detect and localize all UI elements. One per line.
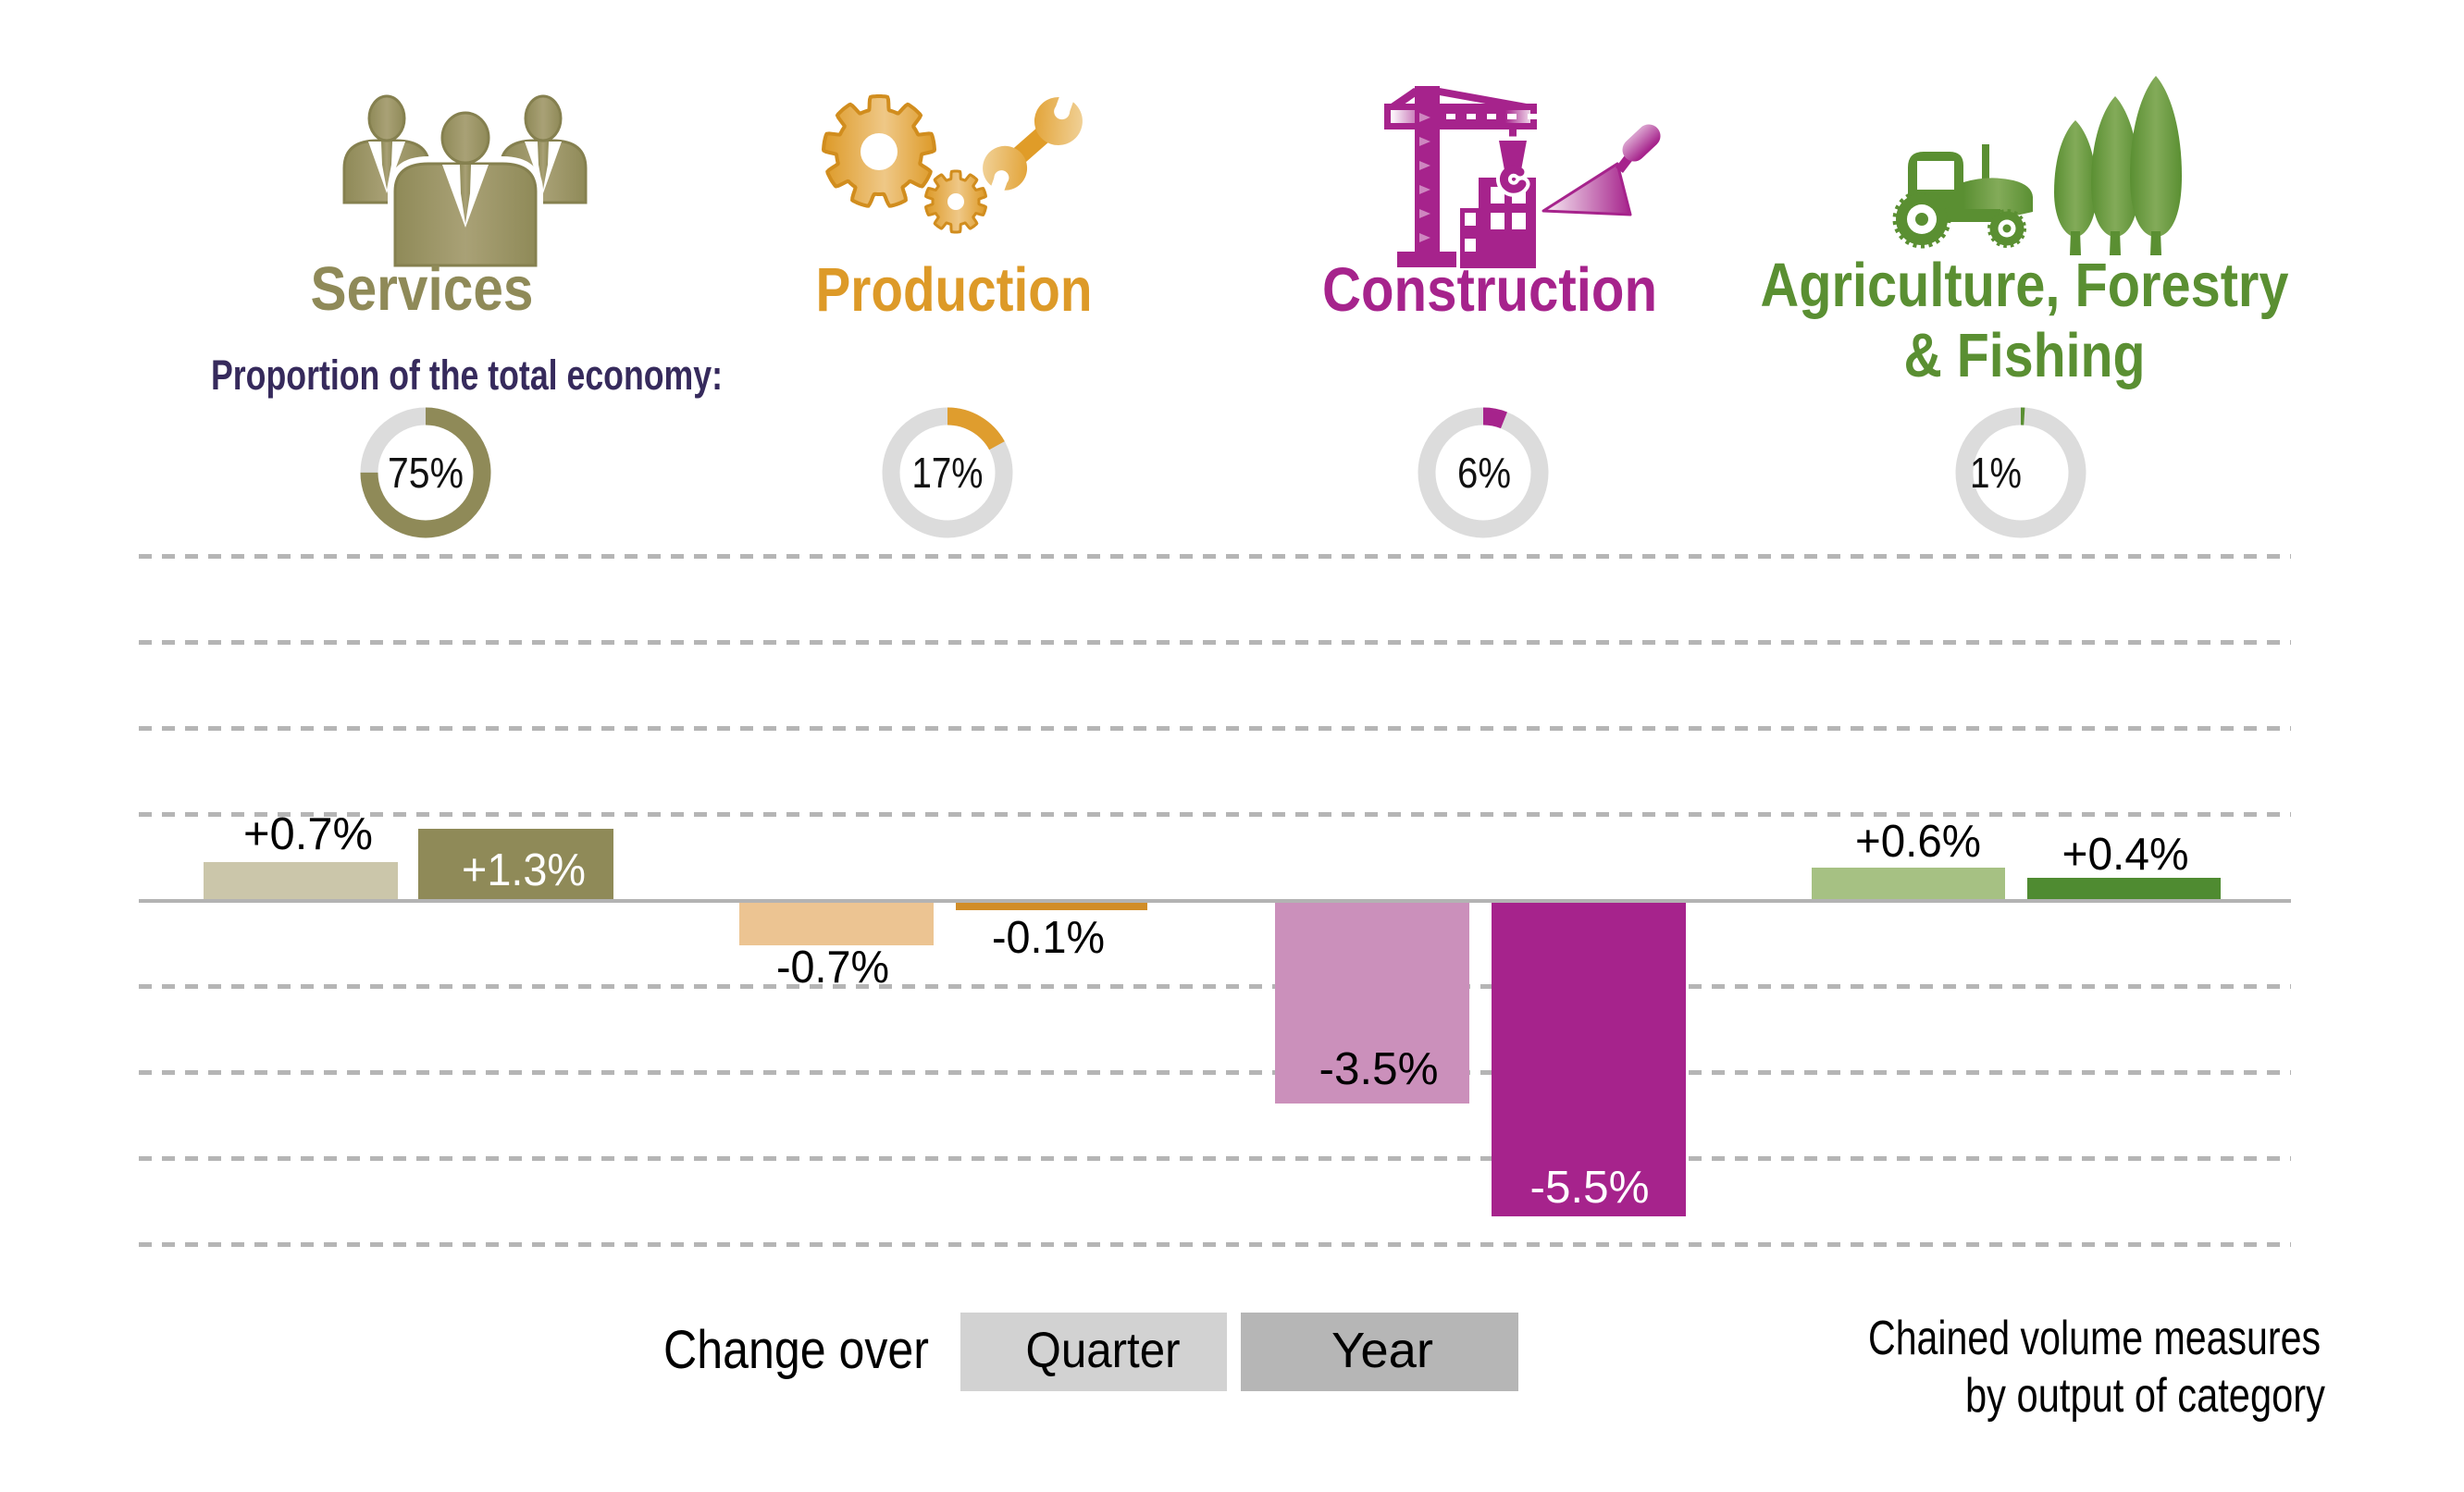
svg-text:-0.1%: -0.1% <box>992 913 1105 963</box>
svg-text:17%: 17% <box>912 449 984 497</box>
svg-text:Proportion of the total econom: Proportion of the total economy: <box>211 351 723 399</box>
svg-text:6%: 6% <box>1457 449 1511 497</box>
svg-text:1%: 1% <box>1970 449 2022 497</box>
svg-text:Services: Services <box>311 254 534 324</box>
svg-text:Quarter: Quarter <box>1026 1323 1181 1378</box>
svg-text:75%: 75% <box>388 449 464 497</box>
svg-text:Agriculture, Forestry: Agriculture, Forestry <box>1761 251 2289 320</box>
svg-text:Construction: Construction <box>1322 255 1657 325</box>
svg-text:Year: Year <box>1331 1323 1433 1378</box>
svg-text:-0.7%: -0.7% <box>776 943 889 993</box>
svg-text:Production: Production <box>816 255 1093 325</box>
svg-text:+1.3%: +1.3% <box>462 845 586 895</box>
svg-text:Chained volume measures: Chained volume measures <box>1868 1312 2321 1365</box>
svg-text:-5.5%: -5.5% <box>1530 1163 1650 1213</box>
svg-text:+0.4%: +0.4% <box>2062 830 2189 880</box>
svg-text:Change over: Change over <box>663 1320 929 1380</box>
svg-text:& Fishing: & Fishing <box>1904 321 2146 390</box>
svg-text:+0.6%: +0.6% <box>1855 817 1981 867</box>
svg-text:by output of category: by output of category <box>1965 1369 2325 1423</box>
svg-text:+0.7%: +0.7% <box>243 809 373 859</box>
svg-text:-3.5%: -3.5% <box>1319 1044 1439 1094</box>
